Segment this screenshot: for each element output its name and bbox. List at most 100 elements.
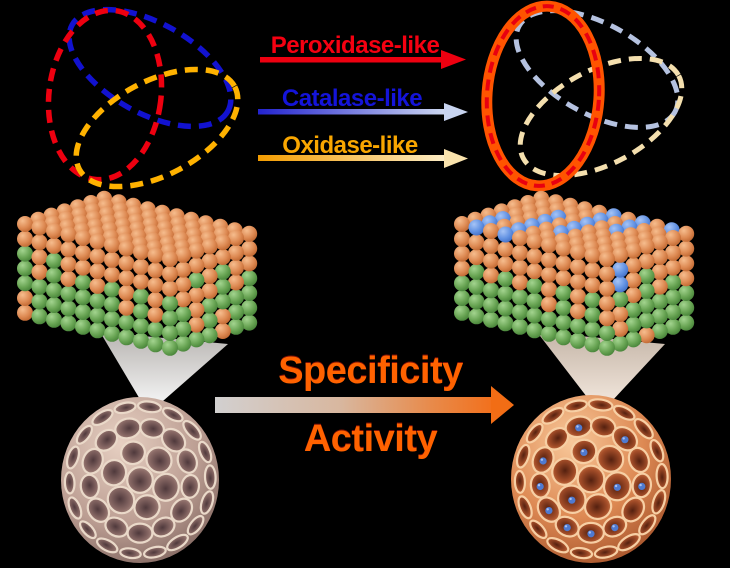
atom-sphere-alo bbox=[214, 293, 231, 310]
atom-sphere-alo bbox=[512, 318, 528, 335]
dot-highlight bbox=[576, 425, 579, 428]
transition-arrow-head bbox=[491, 386, 514, 424]
pore bbox=[525, 422, 544, 444]
atom-sphere-alo bbox=[651, 293, 668, 310]
atom-sphere-alo bbox=[555, 314, 572, 331]
atom-sphere-met bbox=[104, 266, 120, 283]
specificity-label: Specificity bbox=[278, 350, 463, 392]
venn-ring-dash bbox=[484, 4, 602, 188]
pore bbox=[126, 522, 154, 544]
atom-sphere-alo bbox=[512, 289, 528, 306]
atom-sphere-alo bbox=[612, 335, 629, 352]
nanocube-model-before bbox=[17, 190, 258, 356]
peroxidase-arrow-shaft bbox=[260, 57, 443, 63]
atom-sphere-alo bbox=[75, 289, 91, 306]
atom-sphere-met bbox=[118, 299, 135, 316]
pore bbox=[182, 419, 202, 441]
dot-highlight bbox=[569, 497, 572, 501]
single-atom-dot bbox=[575, 424, 583, 432]
atom-sphere-alo bbox=[162, 339, 178, 356]
atom-sphere-met bbox=[599, 310, 615, 327]
atom-sphere-alo bbox=[175, 306, 192, 322]
atom-sphere-met bbox=[555, 270, 572, 287]
atom-sphere-met bbox=[46, 223, 62, 239]
atom-sphere-alo bbox=[104, 325, 120, 342]
atom-sphere-met bbox=[555, 240, 572, 257]
single-atom-dot bbox=[539, 457, 547, 465]
pore bbox=[79, 473, 100, 500]
atom-sphere-alo bbox=[483, 282, 499, 299]
transition-arrow bbox=[215, 386, 514, 424]
atom-sphere-met bbox=[526, 233, 543, 250]
pore bbox=[152, 472, 180, 502]
funnel-after bbox=[537, 332, 665, 401]
pore bbox=[593, 545, 619, 559]
pore bbox=[86, 497, 111, 523]
pore bbox=[633, 417, 654, 440]
pore bbox=[529, 519, 548, 540]
atom-sphere-met bbox=[497, 256, 514, 273]
atom-sphere-alo bbox=[60, 285, 77, 302]
atom-sphere-met bbox=[483, 223, 499, 239]
pore bbox=[515, 443, 531, 469]
oxidase-arrow-head bbox=[444, 149, 468, 168]
atom-sphere-met bbox=[133, 258, 149, 275]
atom-sphere-alo bbox=[584, 291, 601, 308]
atom-sphere-alo bbox=[104, 296, 120, 313]
atom-sphere-met bbox=[228, 259, 244, 276]
atom-sphere-alo bbox=[526, 277, 543, 294]
dot-highlight bbox=[639, 483, 642, 487]
atom-sphere-alo bbox=[638, 297, 655, 314]
atom-sphere-met bbox=[162, 251, 178, 267]
oxidase-arrow bbox=[258, 149, 468, 168]
pore bbox=[119, 547, 142, 560]
atom-sphere-met bbox=[188, 257, 205, 274]
pore bbox=[651, 489, 667, 515]
atom-sphere-met bbox=[175, 246, 192, 263]
catalase-arrow bbox=[258, 103, 468, 121]
single-atom-dot bbox=[563, 524, 571, 532]
atom-sphere-met bbox=[512, 230, 528, 246]
atom-sphere-alo bbox=[46, 267, 62, 284]
atom-sphere-met bbox=[175, 276, 192, 293]
atom-sphere-met bbox=[46, 237, 62, 254]
single-atom-dot bbox=[621, 436, 629, 444]
atom-sphere-alo bbox=[497, 285, 514, 302]
atom-sphere-alo bbox=[89, 307, 106, 324]
pore bbox=[649, 438, 665, 463]
atom-sphere-alo bbox=[483, 297, 499, 313]
dot-highlight bbox=[588, 531, 591, 534]
atom-sphere-met bbox=[541, 281, 557, 298]
atom-sphere-dop bbox=[612, 261, 629, 278]
catalase-arrow-head bbox=[444, 103, 468, 121]
single-atom-dot bbox=[545, 507, 553, 515]
atom-sphere-alo bbox=[678, 285, 695, 301]
atom-sphere-met bbox=[228, 244, 244, 261]
pore bbox=[541, 406, 565, 425]
single-atom-dot bbox=[638, 482, 646, 490]
atom-sphere-alo bbox=[497, 315, 514, 332]
atom-sphere-alo bbox=[678, 299, 695, 316]
atom-sphere-alo bbox=[599, 339, 615, 356]
pore bbox=[612, 404, 636, 421]
atom-sphere-met bbox=[454, 260, 470, 277]
atom-sphere-met bbox=[133, 244, 149, 260]
atom-sphere-alo bbox=[75, 318, 91, 335]
pore bbox=[126, 466, 154, 494]
atom-sphere-alo bbox=[31, 278, 48, 295]
dot-highlight bbox=[540, 458, 544, 461]
atom-sphere-met bbox=[665, 230, 681, 246]
pore bbox=[197, 440, 213, 464]
atom-sphere-alo bbox=[46, 252, 62, 269]
pore bbox=[546, 536, 570, 554]
atom-sphere-met bbox=[201, 253, 218, 270]
dot-highlight bbox=[546, 508, 549, 511]
atom-sphere-alo bbox=[75, 274, 91, 291]
pore bbox=[569, 546, 594, 560]
peroxidase-label: Peroxidase-like bbox=[270, 32, 440, 59]
pore bbox=[106, 485, 136, 515]
atom-sphere-alo bbox=[651, 308, 668, 325]
pore bbox=[63, 471, 76, 495]
atom-sphere-alo bbox=[201, 297, 218, 314]
atom-sphere-alo bbox=[241, 299, 258, 316]
